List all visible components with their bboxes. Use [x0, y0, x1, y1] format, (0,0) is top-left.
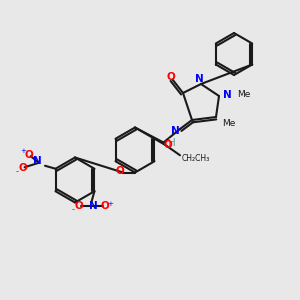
Text: O: O [18, 163, 27, 173]
Text: Me: Me [222, 118, 236, 127]
Text: -: - [72, 205, 75, 214]
Text: O: O [167, 71, 176, 82]
Text: N: N [88, 201, 98, 211]
Text: N: N [223, 89, 232, 100]
Text: CH₂CH₃: CH₂CH₃ [182, 154, 210, 163]
Text: +: + [20, 148, 26, 154]
Text: O: O [163, 140, 172, 150]
Text: N: N [195, 74, 204, 84]
Text: H: H [168, 137, 176, 148]
Text: O: O [115, 166, 124, 176]
Text: O: O [100, 201, 109, 211]
Text: N: N [171, 125, 180, 136]
Text: N: N [33, 156, 42, 166]
Text: -: - [16, 167, 19, 176]
Text: O: O [24, 150, 33, 160]
Text: Me: Me [238, 90, 251, 99]
Text: O: O [74, 201, 83, 211]
Text: +: + [107, 201, 113, 207]
